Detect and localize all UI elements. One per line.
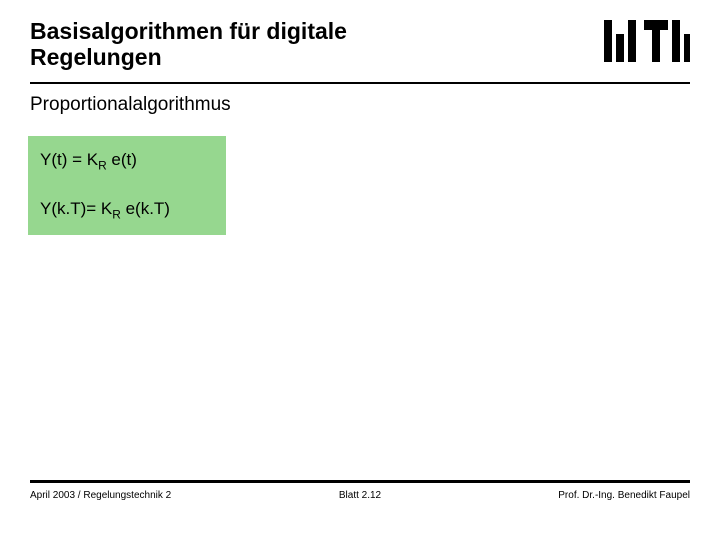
footer-right: Prof. Dr.-Ing. Benedikt Faupel [558,490,690,501]
eq1-tail: e(t) [107,150,137,169]
title-line-1: Basisalgorithmen für digitale [30,18,347,44]
eq1-lead: Y(t) = K [40,150,98,169]
equation-box: Y(t) = KR e(t) Y(k.T)= KR e(k.T) [28,136,226,235]
footer: April 2003 / Regelungstechnik 2 Blatt 2.… [30,490,690,501]
htw-logo [604,20,690,67]
equation-2: Y(k.T)= KR e(k.T) [40,199,214,222]
eq2-tail: e(k.T) [121,199,170,218]
footer-rule [30,480,690,483]
title-line-2: Regelungen [30,44,162,70]
eq1-sub: R [98,158,107,172]
eq2-lead: Y(k.T)= K [40,199,112,218]
equation-1: Y(t) = KR e(t) [40,150,214,173]
eq2-sub: R [112,207,121,221]
slide-title: Basisalgorithmen für digitale Regelungen [30,18,347,71]
subtitle: Proportionalalgorithmus [30,94,231,116]
header-rule [30,82,690,84]
footer-left: April 2003 / Regelungstechnik 2 [30,490,171,501]
